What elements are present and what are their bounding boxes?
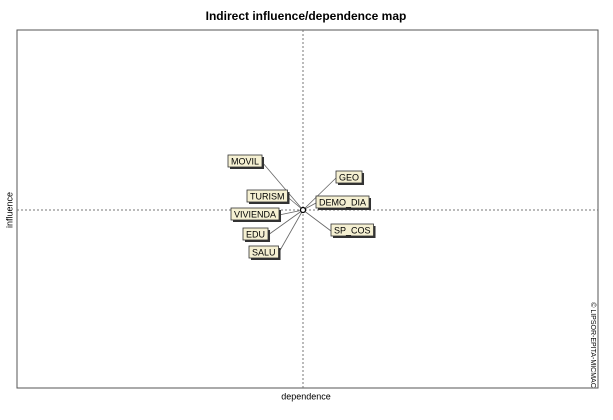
node-layer: MOVIL GEO TURISM DEMO_DIA VIVIENDA SP_COS EDU S… (227, 154, 376, 260)
label-box (315, 195, 370, 209)
label-box (335, 170, 363, 184)
plot-frame (16, 29, 599, 389)
label-box (242, 227, 269, 241)
node-label: EDU (246, 229, 265, 239)
y-axis-label: influence (4, 192, 14, 228)
leader-line (302, 209, 332, 232)
leader-line (302, 177, 337, 211)
label-box (246, 189, 288, 203)
watermark: © LIPSOR-EPITA-MICMAC (589, 302, 597, 388)
x-axis-label: dependence (281, 391, 331, 401)
leader-line (278, 209, 304, 216)
leader-line (278, 209, 304, 254)
leader-line (261, 161, 304, 211)
node-label: SP_COS (334, 225, 371, 235)
node-label: TURISM (250, 191, 285, 201)
node: MOVIL (227, 154, 304, 211)
node: SALU (248, 209, 304, 260)
node-label: MOVIL (231, 156, 259, 166)
leader-line (267, 209, 304, 236)
node: SP_COS (302, 209, 376, 238)
node-label: VIVIENDA (234, 209, 276, 219)
node: VIVIENDA (230, 207, 304, 222)
node-label: GEO (339, 172, 359, 182)
node: DEMO_DIA (302, 195, 372, 211)
label-box (227, 154, 263, 168)
node: EDU (242, 209, 304, 242)
node-label: SALU (252, 247, 276, 257)
label-box (330, 223, 374, 237)
node-label: DEMO_DIA (319, 197, 366, 207)
node: GEO (302, 170, 365, 211)
label-box (230, 207, 280, 221)
title: Indirect influence/dependence map (206, 9, 407, 23)
leader-line (287, 196, 304, 211)
node: TURISM (246, 189, 304, 211)
label-box (248, 245, 279, 259)
center-point (299, 206, 307, 214)
